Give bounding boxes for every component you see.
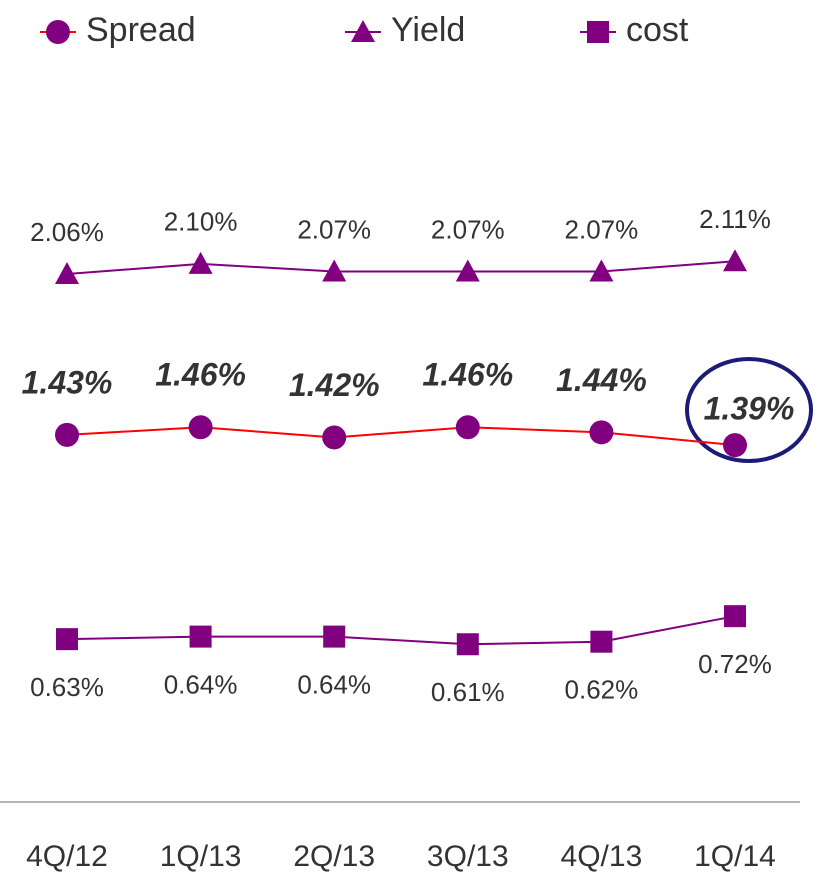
data-label: 0.64% — [164, 669, 238, 699]
data-label: 1.46% — [155, 357, 246, 393]
data-point — [589, 259, 614, 282]
data-point — [55, 422, 79, 447]
data-label: 1.46% — [422, 357, 513, 393]
data-label: 0.61% — [431, 677, 505, 707]
data-point — [323, 625, 346, 648]
legend-marker — [46, 20, 70, 44]
x-tick-label: 2Q/13 — [293, 840, 375, 872]
x-tick-label: 4Q/13 — [561, 840, 643, 872]
data-label: 1.42% — [289, 367, 380, 403]
data-point — [455, 259, 480, 282]
data-point — [322, 259, 347, 282]
series-line — [66, 615, 736, 646]
legend-label: Yield — [391, 11, 465, 49]
data-point — [590, 630, 613, 653]
legend-marker — [587, 21, 609, 43]
legend-marker — [351, 20, 375, 42]
data-label: 1.44% — [556, 362, 647, 398]
data-point — [723, 433, 747, 458]
data-label: 2.06% — [30, 217, 104, 247]
data-label: 1.43% — [22, 364, 113, 400]
data-label: 0.63% — [30, 672, 104, 702]
data-point — [188, 415, 213, 440]
x-tick-label: 4Q/12 — [26, 840, 108, 872]
data-label: 2.07% — [565, 214, 639, 244]
legend-label: Spread — [86, 11, 196, 49]
data-point — [589, 420, 614, 445]
highlight-ellipse — [685, 357, 813, 463]
data-label: 2.07% — [297, 214, 371, 244]
data-label: 2.10% — [164, 207, 238, 237]
data-point — [455, 415, 480, 440]
data-point — [188, 251, 213, 274]
data-point — [723, 249, 747, 272]
data-label: 2.11% — [699, 204, 771, 234]
data-point — [56, 628, 78, 651]
data-label: 1.39% — [704, 391, 795, 427]
data-point — [322, 425, 347, 450]
x-tick-label: 1Q/14 — [694, 840, 776, 872]
data-label: 0.62% — [565, 675, 639, 705]
data-label: 0.64% — [297, 669, 371, 699]
data-point — [724, 605, 746, 628]
data-point — [189, 625, 212, 648]
x-tick-label: 3Q/13 — [427, 840, 509, 872]
data-label: 0.72% — [698, 649, 772, 679]
x-tick-label: 1Q/13 — [160, 840, 242, 872]
series-line — [66, 260, 736, 276]
series-line — [66, 426, 736, 447]
data-point — [55, 262, 79, 285]
data-point — [456, 633, 479, 656]
data-label: 2.07% — [431, 214, 505, 244]
legend-label: cost — [626, 11, 689, 49]
